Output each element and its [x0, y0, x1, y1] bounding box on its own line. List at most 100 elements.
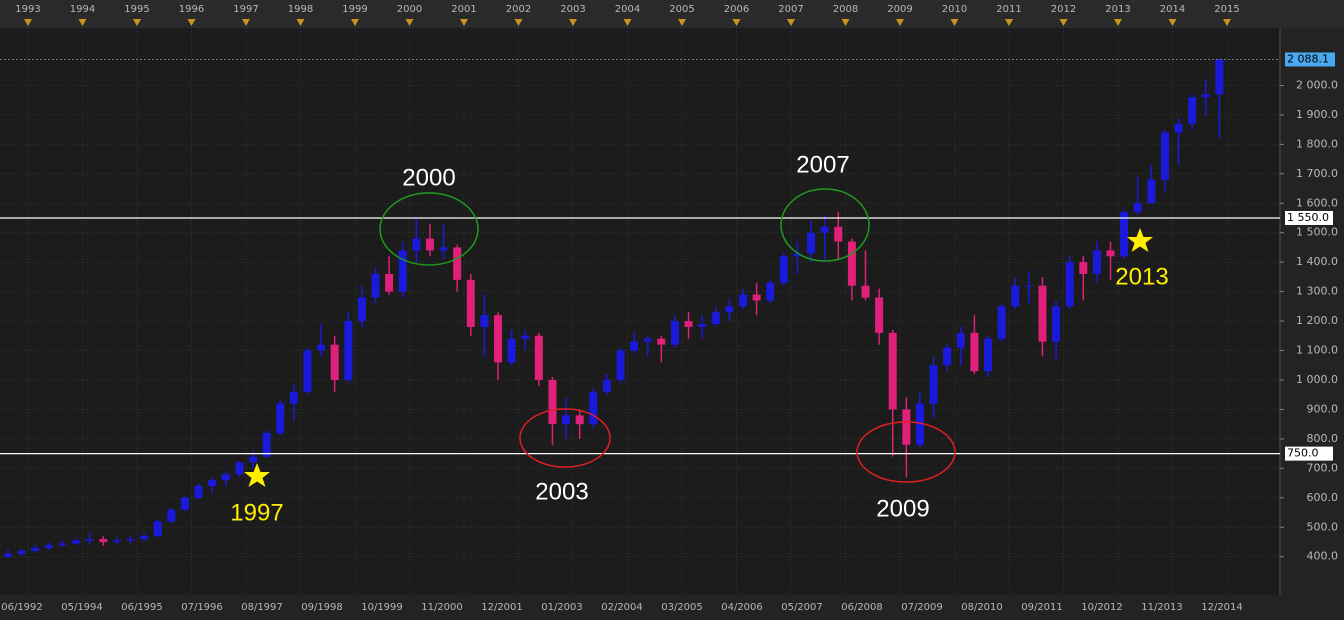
candle-body [847, 241, 856, 286]
timeline-marker [1005, 19, 1013, 26]
candle-body [480, 315, 489, 327]
candle-body [494, 315, 502, 363]
candle-body [1011, 285, 1020, 307]
candle-body [58, 543, 67, 545]
candle-body [357, 297, 366, 322]
timeline-bar [0, 0, 1344, 28]
candle-body [194, 486, 203, 498]
x-tick-label: 02/2004 [601, 602, 643, 613]
candle-body [466, 279, 475, 327]
candle-body [915, 403, 924, 445]
highlight-ellipse [519, 408, 611, 468]
candle-body [85, 539, 94, 541]
candle-body [888, 332, 897, 410]
timeline-marker [514, 19, 523, 26]
x-tick-label: 06/2008 [841, 602, 883, 613]
candle-body [1201, 94, 1210, 98]
x-tick-label: 05/1994 [61, 602, 103, 613]
timeline-marker [187, 19, 196, 26]
y-tick-label: 1 000.0 [1296, 373, 1338, 386]
timeline-label: 2003 [560, 4, 585, 15]
x-tick-label: 06/1992 [1, 602, 43, 613]
timeline-label: 2006 [724, 4, 749, 15]
timeline-label: 2008 [833, 4, 858, 15]
y-tick-label: 2 000.0 [1296, 78, 1338, 91]
candle-body [820, 226, 829, 233]
timeline-label: 2012 [1051, 4, 1076, 15]
x-tick-label: 08/1997 [241, 602, 283, 613]
timeline-marker [732, 19, 741, 26]
candle-body [140, 536, 149, 540]
candle-body [1038, 285, 1047, 342]
y-tick-label: 1 100.0 [1296, 344, 1338, 357]
candle-body [289, 391, 298, 404]
candle-body [1188, 97, 1197, 124]
timeline-marker [351, 19, 359, 26]
candle-body [126, 539, 135, 541]
candle-body [385, 273, 394, 292]
candle-body [602, 379, 611, 392]
x-tick-label: 11/2013 [1141, 602, 1183, 613]
timeline-marker [1059, 19, 1068, 26]
timeline-marker [133, 19, 141, 26]
candle-body [1120, 212, 1129, 257]
timeline-marker [1168, 19, 1177, 26]
x-tick-label: 09/1998 [301, 602, 343, 613]
candle-body [153, 521, 162, 537]
timeline-label: 1996 [179, 4, 204, 15]
timeline-label: 2001 [451, 4, 476, 15]
timeline-label: 2002 [506, 4, 531, 15]
y-tick-label: 1 500.0 [1296, 226, 1338, 239]
candle-body [562, 415, 571, 425]
candle-body [875, 297, 884, 333]
candle-body [262, 433, 271, 457]
candle-body [1160, 132, 1169, 180]
candle-body [303, 350, 312, 392]
y-tick-label: 1 200.0 [1296, 314, 1338, 327]
candle-body [834, 226, 843, 242]
x-tick-label: 12/2014 [1201, 602, 1243, 613]
candle-body [657, 338, 666, 345]
x-tick-label: 04/2006 [721, 602, 763, 613]
candle-body [344, 321, 353, 380]
candle-body [670, 321, 679, 345]
candle-body [548, 379, 557, 425]
x-tick-label: 03/2005 [661, 602, 703, 613]
candle-body [1052, 306, 1061, 342]
x-axis-panel [0, 595, 1344, 620]
y-tick-label: 800.0 [1307, 432, 1339, 445]
timeline-marker [1223, 19, 1231, 26]
candle-body [167, 509, 176, 522]
timeline-label: 1995 [124, 4, 149, 15]
y-tick-label: 1 900.0 [1296, 108, 1338, 121]
candle-body [249, 456, 257, 463]
star [1127, 228, 1153, 252]
timeline-label: 2014 [1160, 4, 1185, 15]
timeline-marker [787, 19, 795, 26]
candle-body [507, 338, 516, 363]
highlight-ellipse [379, 192, 479, 266]
candle-body [1106, 250, 1115, 257]
timeline-label: 2009 [887, 4, 912, 15]
y-tick-label: 1 700.0 [1296, 167, 1338, 180]
x-tick-label: 07/1996 [181, 602, 223, 613]
candle-body [902, 409, 911, 445]
candle-body [180, 497, 189, 510]
timeline-marker [950, 19, 959, 26]
timeline-marker [460, 19, 468, 26]
timeline-label: 1998 [288, 4, 313, 15]
candle-body [929, 365, 938, 404]
candle-body [99, 539, 108, 542]
timeline-marker [841, 19, 850, 26]
timeline-label: 1999 [342, 4, 367, 15]
timeline-label: 2004 [615, 4, 640, 15]
candle-body [956, 332, 965, 348]
timeline-label: 1993 [15, 4, 40, 15]
candle-body [371, 273, 380, 298]
candle-body [725, 306, 734, 313]
candle-body [44, 544, 53, 548]
candle-body [330, 344, 339, 380]
candle-body [31, 547, 40, 551]
x-tick-label: 12/2001 [481, 602, 523, 613]
